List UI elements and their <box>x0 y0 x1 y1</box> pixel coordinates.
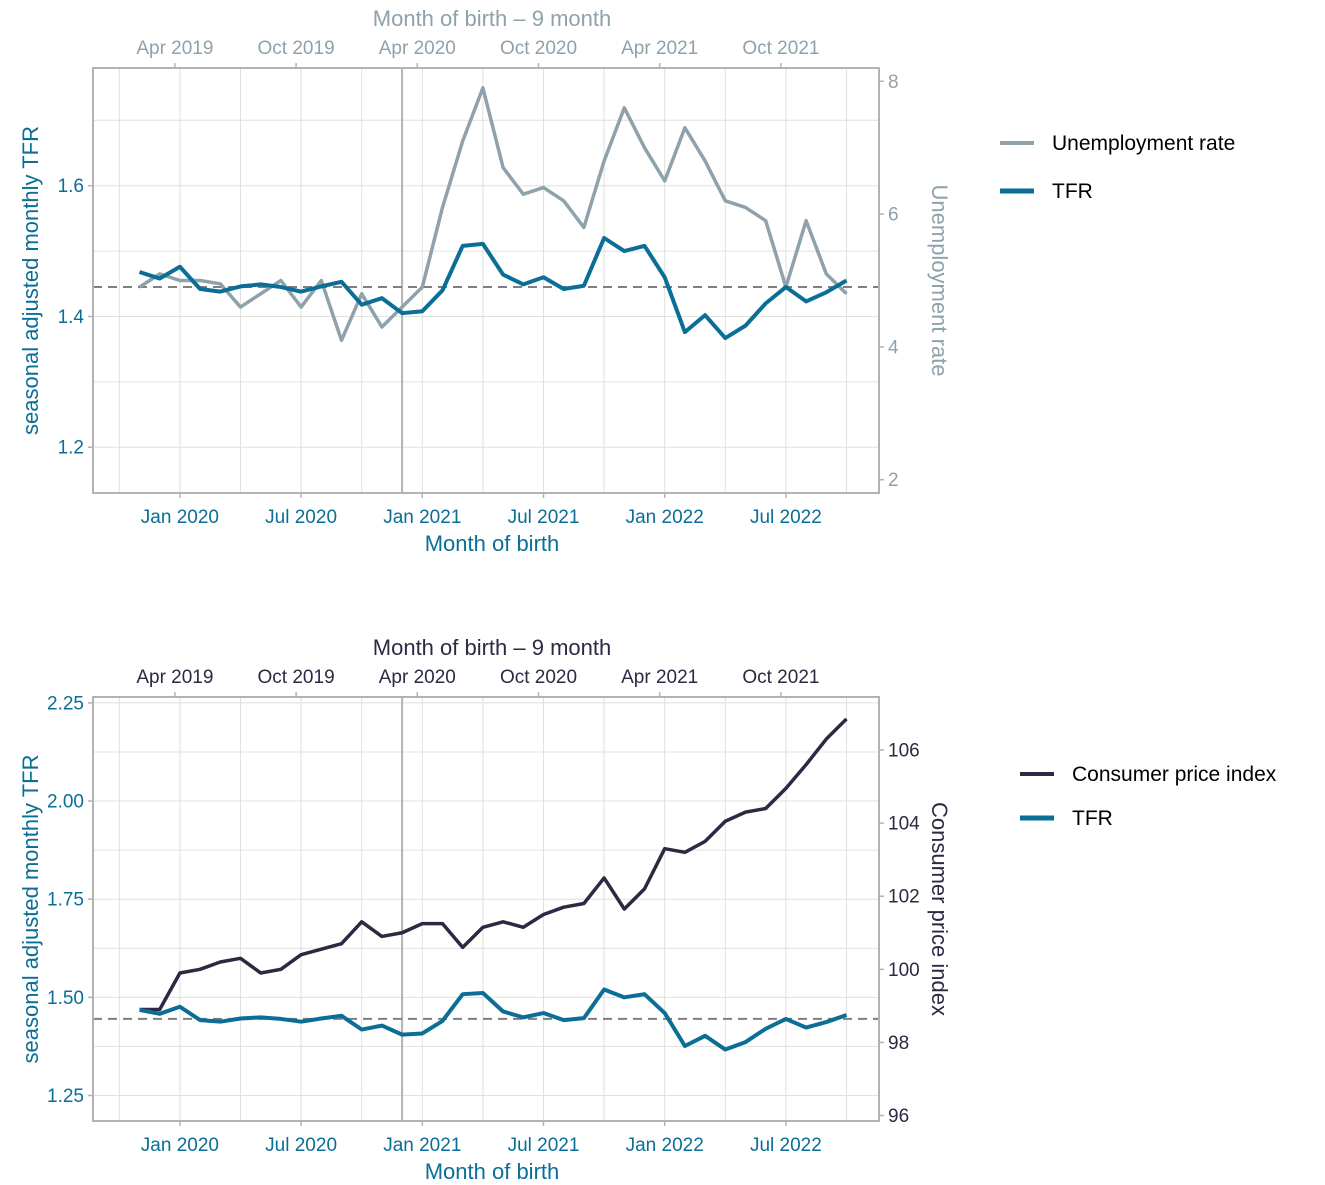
x2-axis-tick-label: Apr 2019 <box>136 667 213 688</box>
legend-label: TFR <box>1052 180 1093 203</box>
legend: Unemployment rate TFR <box>1000 132 1235 203</box>
legend: Consumer price index TFR <box>1020 763 1277 830</box>
x-axis-tick-label: Jan 2020 <box>141 507 219 528</box>
x-axis-title: Month of birth <box>425 531 560 556</box>
x2-axis-title: Month of birth – 9 month <box>373 635 611 660</box>
x2-axis-tick-label: Apr 2021 <box>621 38 698 59</box>
x2-axis-tick-label: Apr 2020 <box>379 667 456 688</box>
y2-axis-tick-label: 106 <box>888 741 920 762</box>
gridlines <box>93 68 879 493</box>
x-axis-tick-label: Jul 2021 <box>508 1135 580 1156</box>
y2-axis-tick-label: 4 <box>888 337 899 358</box>
plot-frame <box>92 696 880 1122</box>
x2-axis-title: Month of birth – 9 month <box>373 6 611 31</box>
x2-axis-tick-label: Oct 2020 <box>500 38 577 59</box>
y2-axis-tick-label: 98 <box>888 1033 909 1054</box>
x-axis-title: Month of birth <box>425 1159 560 1184</box>
legend-label: TFR <box>1072 807 1113 830</box>
x2-axis-tick-label: Apr 2020 <box>379 38 456 59</box>
x2-axis-tick-label: Apr 2019 <box>136 38 213 59</box>
y2-axis-tick-label: 100 <box>888 960 920 981</box>
y2-axis-title: Consumer price index <box>927 802 952 1016</box>
unemployment-series-line <box>138 86 848 343</box>
y-axis-tick-label: 2.25 <box>47 693 84 714</box>
x-axis-tick-label: Jan 2022 <box>626 1135 704 1156</box>
y2-axis-tick-label: 96 <box>888 1106 909 1127</box>
x-axis-tick-label: Jul 2022 <box>750 1135 822 1156</box>
x2-axis-tick-label: Oct 2019 <box>258 667 335 688</box>
y2-axis-tick-label: 102 <box>888 887 920 908</box>
x-axis-tick-label: Jul 2022 <box>750 507 822 528</box>
y2-axis-title: Unemployment rate <box>927 185 952 377</box>
y2-axis-tick-label: 2 <box>888 470 899 491</box>
plot-frame <box>92 67 880 494</box>
x-axis-tick-label: Jul 2021 <box>508 507 580 528</box>
y2-axis-tick-label: 8 <box>888 72 899 93</box>
x-axis-tick-label: Jan 2022 <box>626 507 704 528</box>
y2-axis-tick-label: 6 <box>888 205 899 226</box>
x-axis-tick-label: Jan 2021 <box>383 1135 461 1156</box>
y-axis-tick-label: 1.2 <box>58 438 84 459</box>
unemployment-panel: Jan 2020 Jul 2020 Jan 2021 Jul 2021 Jan 2022… <box>18 6 1235 556</box>
y-axis-tick-label: 1.25 <box>47 1086 84 1107</box>
y-axis-tick-label: 1.4 <box>58 307 85 328</box>
y-axis-tick-label: 2.00 <box>47 792 84 813</box>
x2-axis-tick-label: Oct 2021 <box>742 38 819 59</box>
x2-axis-tick-label: Apr 2021 <box>621 667 698 688</box>
x2-axis-tick-label: Oct 2019 <box>258 38 335 59</box>
y-axis-tick-label: 1.50 <box>47 988 84 1009</box>
x2-axis-tick-label: Oct 2020 <box>500 667 577 688</box>
legend-label: Consumer price index <box>1072 763 1277 786</box>
y-axis-title: seasonal adjusted monthly TFR <box>18 755 43 1064</box>
cpi-series-line <box>139 717 848 1012</box>
cpi-panel: Jan 2020 Jul 2020 Jan 2021 Jul 2021 Jan 2022… <box>18 635 1277 1184</box>
x-axis-tick-label: Jul 2020 <box>265 1135 337 1156</box>
y2-axis-tick-label: 104 <box>888 814 920 835</box>
legend-label: Unemployment rate <box>1052 132 1235 155</box>
x2-axis-tick-label: Oct 2021 <box>742 667 819 688</box>
tfr-series-line <box>139 987 848 1052</box>
x-axis-tick-label: Jul 2020 <box>265 507 337 528</box>
y-axis-title: seasonal adjusted monthly TFR <box>18 126 43 435</box>
y-axis-tick-label: 1.6 <box>58 176 84 197</box>
tfr-series-line <box>138 236 848 341</box>
x-axis-tick-label: Jan 2021 <box>383 507 461 528</box>
y-axis-tick-label: 1.75 <box>47 890 84 911</box>
gridlines <box>93 697 879 1121</box>
x-axis-tick-label: Jan 2020 <box>141 1135 219 1156</box>
